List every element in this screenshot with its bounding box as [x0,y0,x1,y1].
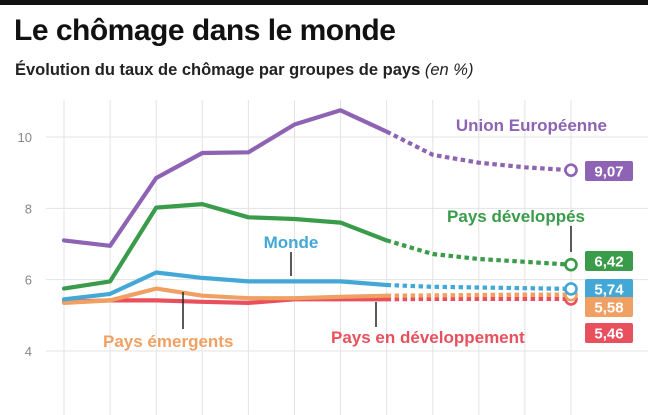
value-box-ue [585,161,633,181]
end-marker-monde [564,282,578,296]
chart-subtitle: Évolution du taux de chômage par groupes… [15,61,473,80]
value-label-emerg: 5,58 [594,300,623,317]
y-tick-label: 8 [25,201,32,216]
end-marker-ue [564,163,578,177]
end-marker-dev [564,257,578,272]
value-box-pedev [585,323,633,343]
series-line-monde [61,270,389,302]
series-projection-ue [385,129,572,173]
value-label-ue: 9,07 [594,164,623,181]
series-label-monde: Monde [264,233,319,252]
value-label-pedev: 5,46 [594,326,623,343]
series-line-ue [61,108,389,248]
series-projection-dev [386,238,572,267]
series-label-dev: Pays développés [447,207,585,226]
series-projection-monde [386,282,572,291]
series-label-ue: Union Européenne [456,116,607,135]
value-box-emerg [585,297,633,317]
chart-title: Le chômage dans le monde [14,14,396,47]
value-box-dev [585,251,633,271]
y-tick-label: 10 [18,130,32,145]
series-label-pedev: Pays en développement [331,328,525,347]
value-label-dev: 6,42 [594,254,623,271]
value-box-monde [585,279,633,299]
series-projection-emerg [386,292,571,298]
series-label-emerg: Pays émergents [103,332,233,351]
top-bar [0,0,648,5]
subtitle-text: Évolution du taux de chômage par groupes… [15,61,421,79]
y-tick-label: 6 [25,273,32,288]
series-line-dev [61,202,389,291]
series-line-emerg [61,286,389,305]
value-label-monde: 5,74 [594,282,624,299]
y-tick-label: 4 [25,344,32,359]
subtitle-unit: (en %) [424,61,474,79]
